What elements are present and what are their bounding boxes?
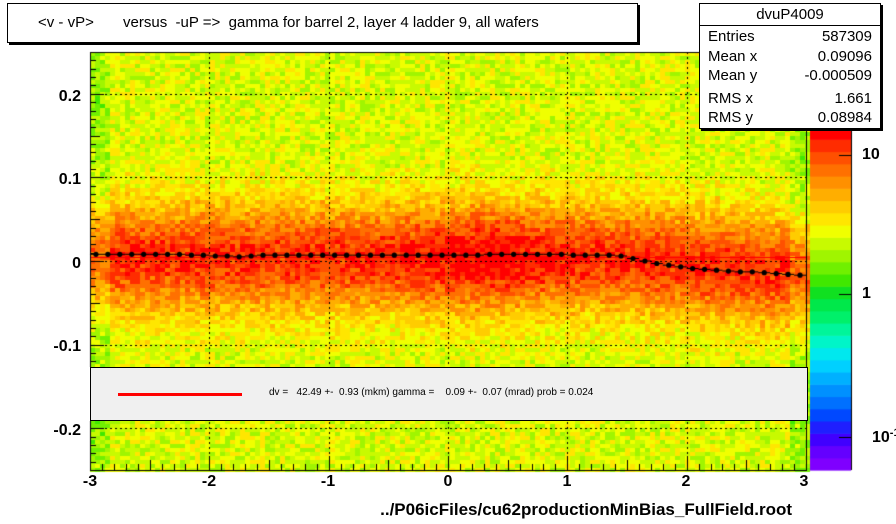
stat-value: -0.000509	[804, 67, 872, 84]
fit-legend-line	[118, 393, 242, 396]
stat-value: 587309	[821, 28, 872, 45]
stat-row-entries: Entries 587309	[708, 28, 872, 48]
colorbar-tick-base: 10	[872, 429, 890, 447]
stat-row-mean-y: Mean y -0.000509	[708, 67, 872, 87]
x-tick-label: 1	[562, 473, 572, 490]
stat-label: Mean x	[708, 48, 758, 65]
y-tick-label: -0.2	[53, 422, 81, 439]
footer-filename: ../P06icFiles/cu62productionMinBias_Full…	[380, 500, 792, 519]
y-tick-label: 0	[72, 255, 81, 272]
stats-histogram-name: dvuP4009	[756, 6, 824, 23]
stat-value: 0.09096	[817, 48, 872, 65]
fit-legend-text: dv = 42.49 +- 0.93 (mkm) gamma = 0.09 +-…	[269, 387, 594, 398]
stat-row-rms-x: RMS x 1.661	[708, 90, 872, 110]
x-tick-label: -3	[82, 473, 98, 490]
fit-legend-box: dv = 42.49 +- 0.93 (mkm) gamma = 0.09 +-…	[90, 367, 808, 421]
x-tick-label: 0	[443, 473, 453, 490]
colorbar-tick-label: 10	[862, 146, 880, 163]
y-tick-label: -0.1	[53, 338, 81, 355]
colorbar-tick-label: 1	[862, 285, 871, 302]
stat-value: 1.661	[834, 90, 872, 107]
stat-label: Mean y	[708, 67, 758, 84]
stat-row-mean-x: Mean x 0.09096	[708, 48, 872, 68]
stats-box: dvuP4009 Entries 587309 Mean x 0.09096 M…	[699, 3, 881, 129]
plot-title: <v - vP> versus -uP => gamma for barrel …	[38, 14, 539, 31]
stats-separator	[700, 25, 880, 26]
stat-row-rms-y: RMS y 0.08984	[708, 109, 872, 129]
plot-title-box: <v - vP> versus -uP => gamma for barrel …	[7, 3, 638, 43]
x-tick-label: 2	[681, 473, 691, 490]
y-tick-label: 0.2	[58, 88, 81, 105]
colorbar-tick-label: 10-1	[872, 427, 896, 447]
stat-value: 0.08984	[817, 109, 872, 126]
colorbar-tick-exponent: -1	[889, 426, 896, 439]
x-tick-label: -2	[201, 473, 217, 490]
stat-label: Entries	[708, 28, 755, 45]
x-tick-label: -1	[320, 473, 336, 490]
stat-label: RMS y	[708, 109, 753, 126]
y-tick-label: 0.1	[58, 171, 81, 188]
stat-label: RMS x	[708, 90, 753, 107]
x-tick-label: 3	[799, 473, 809, 490]
